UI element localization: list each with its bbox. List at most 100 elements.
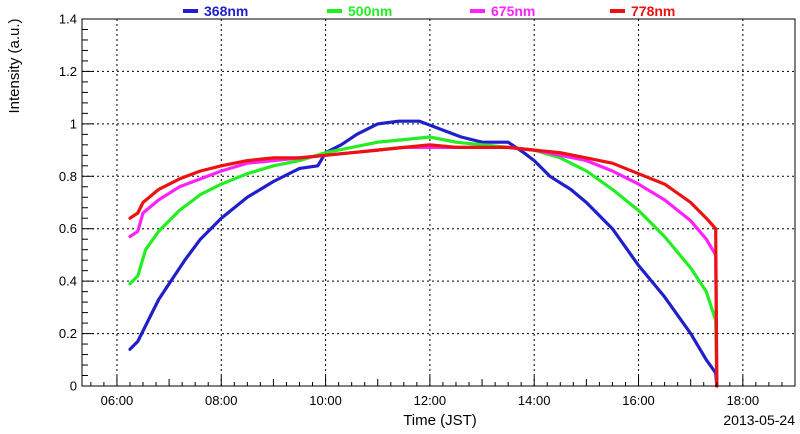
legend-label-500nm: 500nm xyxy=(348,3,392,19)
data-point xyxy=(246,159,249,162)
series-line-368nm xyxy=(128,119,719,388)
data-point xyxy=(144,248,147,251)
data-point xyxy=(183,258,187,262)
data-point xyxy=(136,211,140,215)
data-point xyxy=(272,156,275,160)
data-point xyxy=(146,319,150,322)
data-point xyxy=(506,140,510,144)
data-point xyxy=(298,167,301,170)
y-tick-label: 0.6 xyxy=(59,221,77,236)
data-point xyxy=(324,154,327,157)
x-tick-label: 18:00 xyxy=(727,393,760,408)
data-point xyxy=(178,209,181,212)
series-lines xyxy=(128,119,719,388)
data-point xyxy=(532,148,536,152)
data-point xyxy=(611,169,614,173)
data-point xyxy=(480,146,484,149)
data-point xyxy=(141,201,145,204)
data-point xyxy=(439,127,442,131)
data-point xyxy=(246,161,249,165)
y-tick-label: 1.2 xyxy=(59,64,77,79)
data-point xyxy=(548,175,552,178)
data-point xyxy=(454,146,458,149)
data-point xyxy=(637,209,640,212)
data-point xyxy=(136,274,140,278)
data-point xyxy=(178,177,181,181)
data-point xyxy=(402,146,406,149)
data-point xyxy=(376,148,380,152)
data-point xyxy=(199,237,202,241)
data-point xyxy=(178,185,181,189)
data-point xyxy=(246,196,249,199)
data-point xyxy=(611,161,614,165)
data-point xyxy=(428,143,432,147)
data-point xyxy=(141,211,145,215)
data-point xyxy=(637,264,640,267)
data-point xyxy=(428,135,432,139)
data-point xyxy=(559,151,562,154)
data-point xyxy=(199,177,202,181)
data-point xyxy=(585,156,588,160)
data-point xyxy=(663,295,666,299)
data-point xyxy=(397,119,400,123)
data-point xyxy=(350,146,354,149)
data-point xyxy=(376,140,380,144)
data-point xyxy=(663,198,666,202)
plot-frame xyxy=(81,18,796,387)
data-point xyxy=(689,219,692,223)
legend-label-675nm: 675nm xyxy=(491,3,535,19)
y-tick-label: 0 xyxy=(70,379,77,394)
legend-label-368nm: 368nm xyxy=(204,3,248,19)
data-point xyxy=(637,182,640,186)
series-line-675nm xyxy=(128,145,719,388)
data-point xyxy=(705,237,708,241)
data-point xyxy=(663,182,666,186)
data-point xyxy=(459,135,463,139)
x-tick-label: 16:00 xyxy=(622,393,655,408)
x-tick-label: 10:00 xyxy=(309,393,342,408)
legend: 368nm 500nm 675nm 778nm xyxy=(183,3,675,19)
data-point xyxy=(585,159,588,162)
data-point xyxy=(506,146,510,149)
data-point xyxy=(316,164,320,168)
data-point xyxy=(167,282,171,286)
x-tick-label: 12:00 xyxy=(414,393,447,408)
data-point xyxy=(559,154,562,157)
data-point xyxy=(585,201,588,204)
data-point xyxy=(157,230,160,233)
data-point xyxy=(418,119,421,123)
data-point xyxy=(339,143,343,147)
data-point xyxy=(705,358,708,362)
data-point xyxy=(705,290,708,293)
data-point xyxy=(298,159,301,162)
data-point xyxy=(689,266,692,270)
data-point xyxy=(136,230,140,233)
data-point xyxy=(522,151,526,154)
data-point xyxy=(689,332,692,335)
data-point xyxy=(637,172,640,175)
y-tick-label: 0.4 xyxy=(59,274,77,289)
data-point xyxy=(569,188,572,191)
data-point xyxy=(220,164,223,168)
y-axis-title: Intensity (a.u.) xyxy=(6,18,23,113)
data-point xyxy=(428,146,432,149)
grid-lines xyxy=(82,19,795,386)
data-point xyxy=(585,169,588,173)
data-point xyxy=(220,182,223,186)
data-point xyxy=(128,348,132,351)
y-tick-label: 1 xyxy=(70,116,77,131)
legend-label-778nm: 778nm xyxy=(631,3,675,19)
axis-ticks: 06:00 08:00 10:00 12:00 14:00 16:00 18:00 0 0.2 0… xyxy=(59,12,796,408)
data-point xyxy=(689,201,692,204)
data-point xyxy=(157,198,160,202)
data-point xyxy=(480,143,484,147)
data-point xyxy=(355,133,359,136)
data-point xyxy=(532,159,536,162)
date-label: 2013-05-24 xyxy=(723,412,795,428)
data-point xyxy=(128,282,132,286)
data-point xyxy=(199,193,202,196)
data-point xyxy=(298,156,301,160)
data-point xyxy=(157,188,160,191)
data-point xyxy=(663,235,666,238)
